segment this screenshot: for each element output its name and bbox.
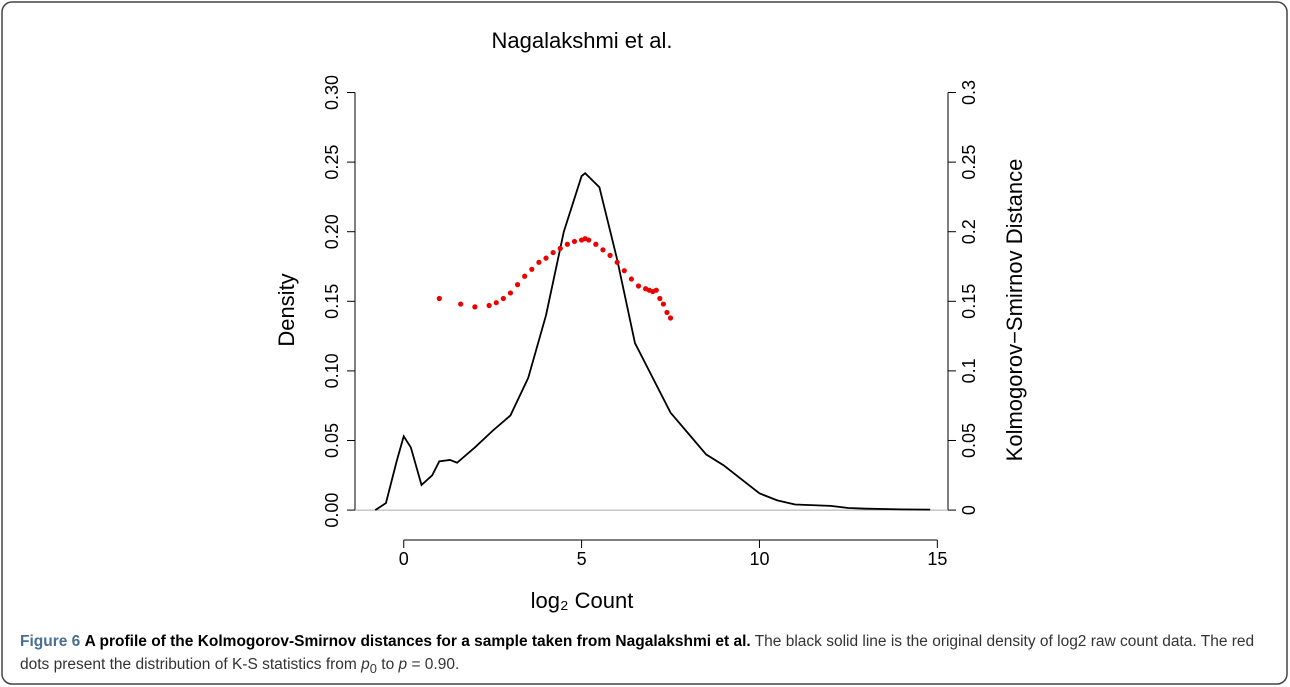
- y-axis-label: Density: [274, 273, 299, 346]
- y2-tick-label: 0: [959, 505, 979, 515]
- data-point: [593, 241, 599, 247]
- density-line: [374, 172, 931, 511]
- y2-tick-label: 0.2: [959, 219, 979, 244]
- x-axis-label: log₂ Count: [531, 588, 634, 613]
- y2-tick-label: 0.15: [959, 284, 979, 319]
- y2-tick-label: 0.3: [959, 80, 979, 105]
- data-point: [571, 238, 578, 245]
- y-tick-label: 0.10: [322, 353, 342, 388]
- y-tick-label: 0.15: [322, 284, 342, 319]
- data-point: [543, 255, 549, 261]
- data-point: [458, 301, 464, 307]
- data-point: [657, 295, 663, 302]
- data-point: [600, 247, 606, 253]
- x-tick-label: 0: [399, 549, 409, 569]
- data-point: [667, 315, 674, 321]
- data-point: [500, 295, 506, 302]
- y-tick-label: 0.25: [322, 145, 342, 180]
- y2-tick-label: 0.05: [959, 423, 979, 458]
- caption-title: A profile of the Kolmogorov-Smirnov dist…: [84, 633, 751, 650]
- data-point: [664, 309, 670, 316]
- data-point: [607, 252, 613, 258]
- y-tick-label: 0.30: [322, 75, 342, 110]
- data-point: [486, 302, 492, 309]
- chart-title: Nagalakshmi et al.: [492, 28, 673, 53]
- data-point: [635, 283, 642, 289]
- data-point: [529, 266, 535, 272]
- caption-text: The black solid line is the original den…: [20, 633, 1255, 673]
- x-tick-label: 5: [577, 549, 587, 569]
- y2-axis-label: Kolmogorov−Smirnov Distance: [1002, 159, 1027, 462]
- data-point: [557, 245, 563, 252]
- y-tick-label: 0.20: [322, 214, 342, 249]
- data-point: [436, 295, 442, 302]
- caption-subscript: 0: [369, 661, 377, 677]
- caption-symbol: p: [361, 656, 370, 673]
- data-point: [522, 273, 528, 279]
- caption-symbol: p: [398, 656, 408, 673]
- y-tick-label: 0.00: [322, 493, 342, 528]
- data-point: [536, 259, 542, 265]
- y2-tick-label: 0.1: [959, 358, 979, 383]
- data-point: [586, 237, 592, 243]
- caption-text: to: [376, 656, 399, 673]
- data-point: [472, 304, 478, 310]
- caption-label: Figure 6: [20, 633, 81, 650]
- data-point: [493, 300, 499, 306]
- data-point: [660, 301, 667, 307]
- data-point: [628, 276, 635, 282]
- data-point: [550, 249, 556, 256]
- x-tick-label: 15: [927, 549, 947, 569]
- y-tick-label: 0.05: [322, 423, 342, 458]
- data-point: [564, 241, 570, 247]
- data-point: [614, 259, 620, 265]
- x-tick-label: 10: [749, 549, 769, 569]
- data-point: [653, 287, 659, 293]
- data-point: [514, 281, 521, 288]
- caption: Figure 6 A profile of the Kolmogorov-Smi…: [20, 630, 1270, 680]
- caption-text: = 0.90.: [407, 656, 460, 673]
- data-point: [507, 290, 514, 296]
- y2-tick-label: 0.25: [959, 145, 979, 180]
- data-point: [621, 268, 627, 274]
